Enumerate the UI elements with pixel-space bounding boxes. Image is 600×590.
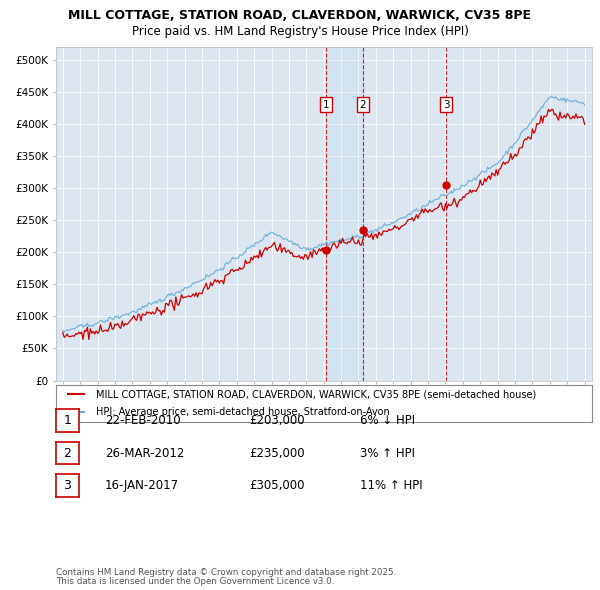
Text: 2: 2 xyxy=(63,447,71,460)
Text: 3: 3 xyxy=(63,479,71,492)
Text: Contains HM Land Registry data © Crown copyright and database right 2025.: Contains HM Land Registry data © Crown c… xyxy=(56,568,396,577)
Text: 16-JAN-2017: 16-JAN-2017 xyxy=(105,479,179,492)
Text: 3: 3 xyxy=(443,100,449,110)
Text: 26-MAR-2012: 26-MAR-2012 xyxy=(105,447,184,460)
Text: HPI: Average price, semi-detached house, Stratford-on-Avon: HPI: Average price, semi-detached house,… xyxy=(96,407,390,417)
Text: £305,000: £305,000 xyxy=(249,479,305,492)
Text: 1: 1 xyxy=(323,100,329,110)
Text: MILL COTTAGE, STATION ROAD, CLAVERDON, WARWICK, CV35 8PE: MILL COTTAGE, STATION ROAD, CLAVERDON, W… xyxy=(68,9,532,22)
Text: MILL COTTAGE, STATION ROAD, CLAVERDON, WARWICK, CV35 8PE (semi-detached house): MILL COTTAGE, STATION ROAD, CLAVERDON, W… xyxy=(96,389,536,399)
Bar xyxy=(326,47,362,381)
Text: 22-FEB-2010: 22-FEB-2010 xyxy=(105,414,181,427)
Text: £235,000: £235,000 xyxy=(249,447,305,460)
Text: £203,000: £203,000 xyxy=(249,414,305,427)
Text: 3% ↑ HPI: 3% ↑ HPI xyxy=(360,447,415,460)
Text: 2: 2 xyxy=(359,100,366,110)
Text: This data is licensed under the Open Government Licence v3.0.: This data is licensed under the Open Gov… xyxy=(56,577,334,586)
Text: 11% ↑ HPI: 11% ↑ HPI xyxy=(360,479,422,492)
Text: 6% ↓ HPI: 6% ↓ HPI xyxy=(360,414,415,427)
Text: Price paid vs. HM Land Registry's House Price Index (HPI): Price paid vs. HM Land Registry's House … xyxy=(131,25,469,38)
Text: 1: 1 xyxy=(63,414,71,427)
